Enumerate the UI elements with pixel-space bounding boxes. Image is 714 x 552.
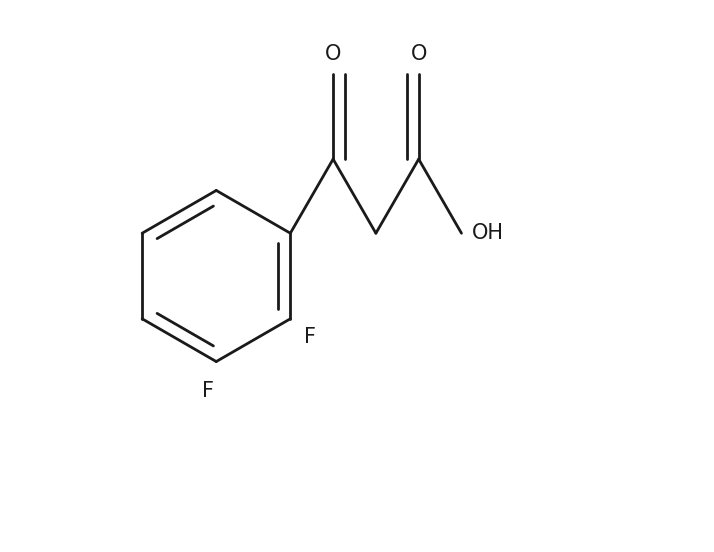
Text: F: F	[202, 381, 214, 401]
Text: O: O	[411, 44, 427, 63]
Text: F: F	[304, 327, 316, 347]
Text: OH: OH	[471, 223, 503, 243]
Text: O: O	[325, 44, 341, 63]
